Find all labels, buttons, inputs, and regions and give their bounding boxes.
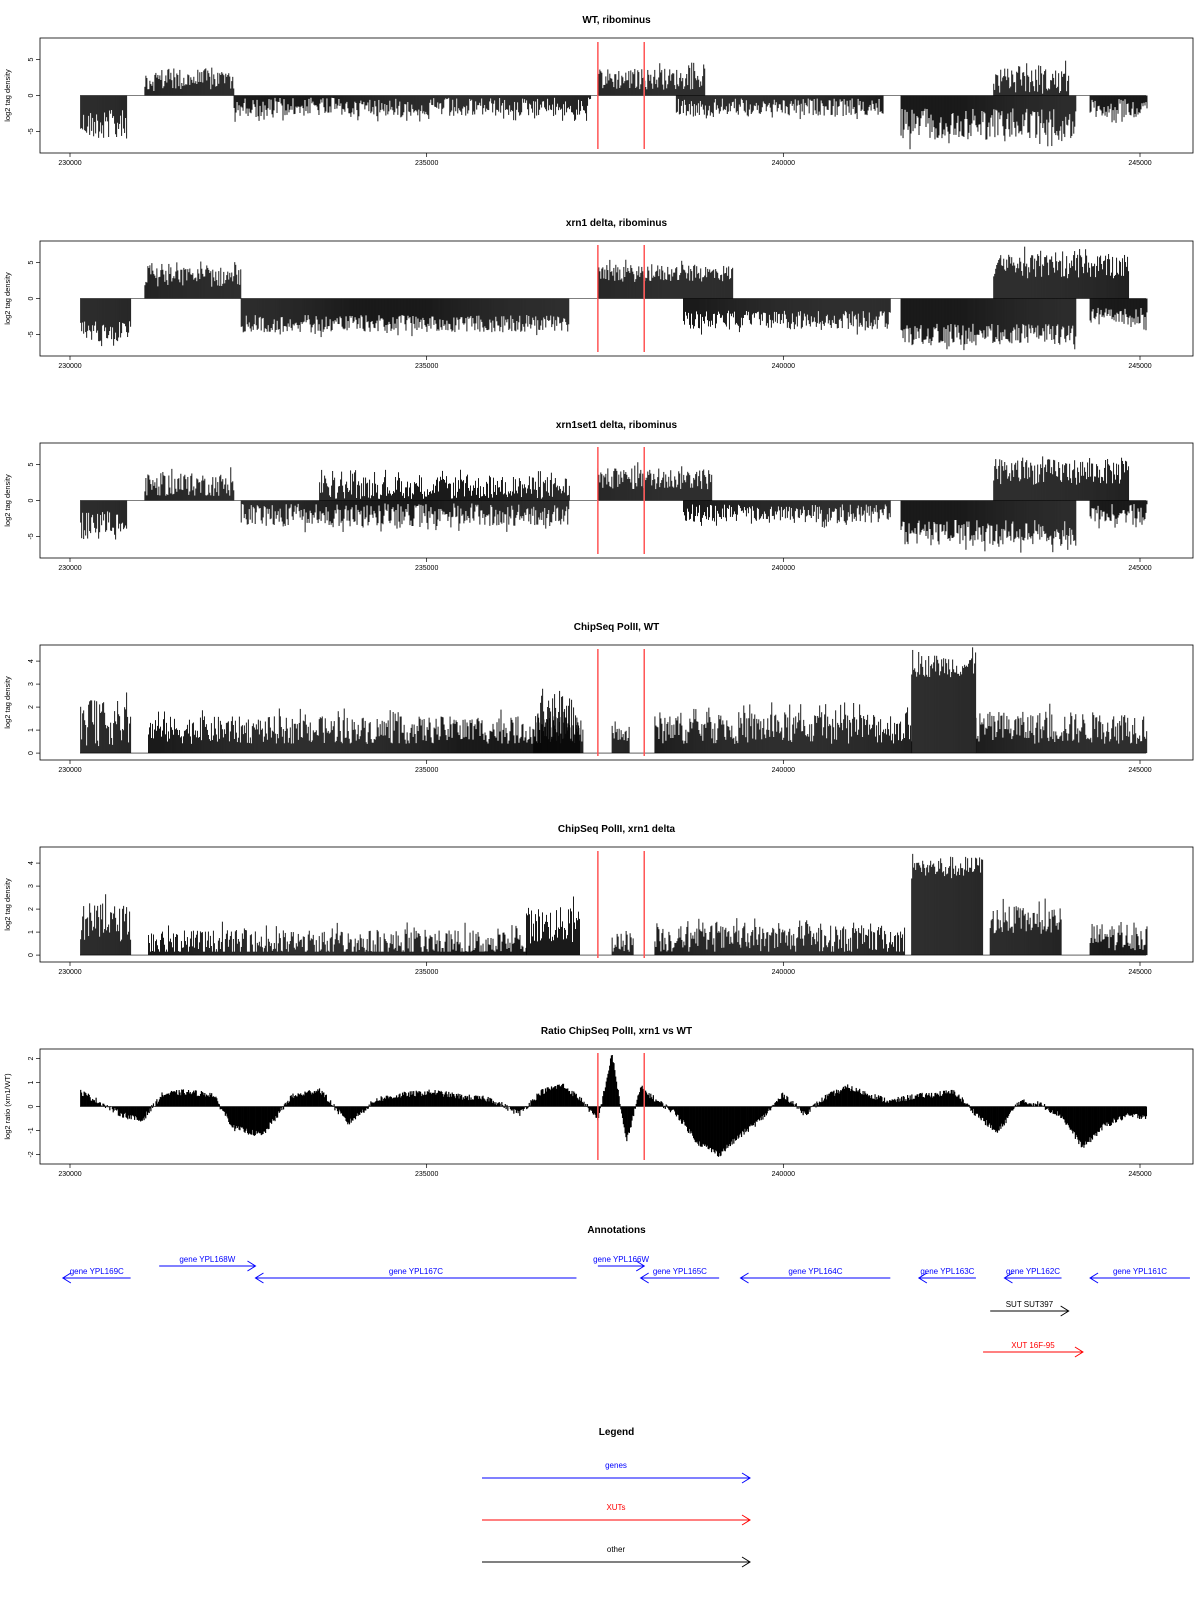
x-tick-label: 235000 bbox=[415, 969, 438, 976]
x-tick-label: 230000 bbox=[58, 767, 81, 774]
y-tick-label: -5 bbox=[28, 128, 35, 134]
x-tick-label: 245000 bbox=[1128, 160, 1151, 167]
y-tick-label: 0 bbox=[28, 751, 35, 755]
y-tick-label: 5 bbox=[28, 58, 35, 62]
bar-series bbox=[80, 246, 1148, 351]
x-tick-label: 235000 bbox=[415, 767, 438, 774]
panel-xrn1-delta-ribominus: xrn1 delta, ribominus log2 tag density -5 0… bbox=[3, 218, 1194, 370]
y-axis-label: log2 tag density bbox=[3, 474, 12, 527]
bar-series bbox=[80, 60, 1148, 150]
y-tick-label: 3 bbox=[28, 682, 35, 686]
y-tick-label: 1 bbox=[28, 930, 35, 934]
y-tick-label: 0 bbox=[28, 953, 35, 957]
y-axis-label: log2 tag density bbox=[3, 69, 12, 122]
y-axis-label: log2 tag density bbox=[3, 272, 12, 325]
panel-title: ChipSeq PolII, xrn1 delta bbox=[558, 824, 676, 835]
panel-wt-ribominus: WT, ribominus log2 tag density -5 0 5 230000 2… bbox=[3, 15, 1194, 167]
x-tick-label: 235000 bbox=[415, 565, 438, 572]
x-tick-label: 235000 bbox=[415, 160, 438, 167]
panel-title: xrn1set1 delta, ribominus bbox=[556, 420, 678, 431]
y-tick-label: 1 bbox=[28, 728, 35, 732]
plot-frame bbox=[39, 846, 1194, 963]
y-tick-label: -5 bbox=[28, 331, 35, 337]
y-axis-label: log2 tag density bbox=[3, 878, 12, 931]
y-tick-label: 2 bbox=[28, 705, 35, 709]
y-tick-label: 4 bbox=[28, 659, 35, 663]
panel-chipseq-polii-xrn1-delta: ChipSeq PolII, xrn1 delta log2 tag densit… bbox=[3, 824, 1194, 976]
x-tick-label: 230000 bbox=[58, 565, 81, 572]
y-tick-label: 2 bbox=[28, 907, 35, 911]
x-tick-label: 230000 bbox=[58, 969, 81, 976]
bar-series bbox=[80, 853, 1148, 956]
y-tick-label: 5 bbox=[28, 261, 35, 265]
y-tick-label: 0 bbox=[28, 498, 35, 502]
panel-title: xrn1 delta, ribominus bbox=[566, 218, 668, 229]
bar-series bbox=[80, 647, 1148, 754]
x-tick-label: 240000 bbox=[772, 969, 795, 976]
y-tick-label: -5 bbox=[28, 533, 35, 539]
y-tick-label: 3 bbox=[28, 884, 35, 888]
x-tick-label: 245000 bbox=[1128, 969, 1151, 976]
panel-title: WT, ribominus bbox=[582, 15, 651, 26]
x-tick-label: 245000 bbox=[1128, 767, 1151, 774]
y-tick-label: 4 bbox=[28, 861, 35, 865]
y-tick-label: 0 bbox=[28, 93, 35, 97]
x-tick-label: 240000 bbox=[772, 160, 795, 167]
bar-series bbox=[80, 456, 1148, 553]
x-tick-label: 240000 bbox=[772, 565, 795, 572]
x-tick-label: 235000 bbox=[415, 363, 438, 370]
y-axis-label: log2 tag density bbox=[3, 676, 12, 729]
x-tick-label: 230000 bbox=[58, 160, 81, 167]
y-tick-label: 0 bbox=[28, 296, 35, 300]
x-tick-label: 240000 bbox=[772, 767, 795, 774]
y-tick-label: 5 bbox=[28, 463, 35, 467]
plot-frame bbox=[39, 644, 1194, 761]
panel-chipseq-polii-wt: ChipSeq PolII, WT log2 tag density 0 1 2 3 4 23… bbox=[3, 622, 1194, 774]
x-tick-label: 245000 bbox=[1128, 565, 1151, 572]
panel-xrn1set1-delta-ribominus: xrn1set1 delta, ribominus log2 tag densit… bbox=[3, 420, 1194, 572]
x-tick-label: 240000 bbox=[772, 363, 795, 370]
x-tick-label: 245000 bbox=[1128, 363, 1151, 370]
panel-title: ChipSeq PolII, WT bbox=[574, 622, 660, 633]
x-tick-label: 230000 bbox=[58, 363, 81, 370]
